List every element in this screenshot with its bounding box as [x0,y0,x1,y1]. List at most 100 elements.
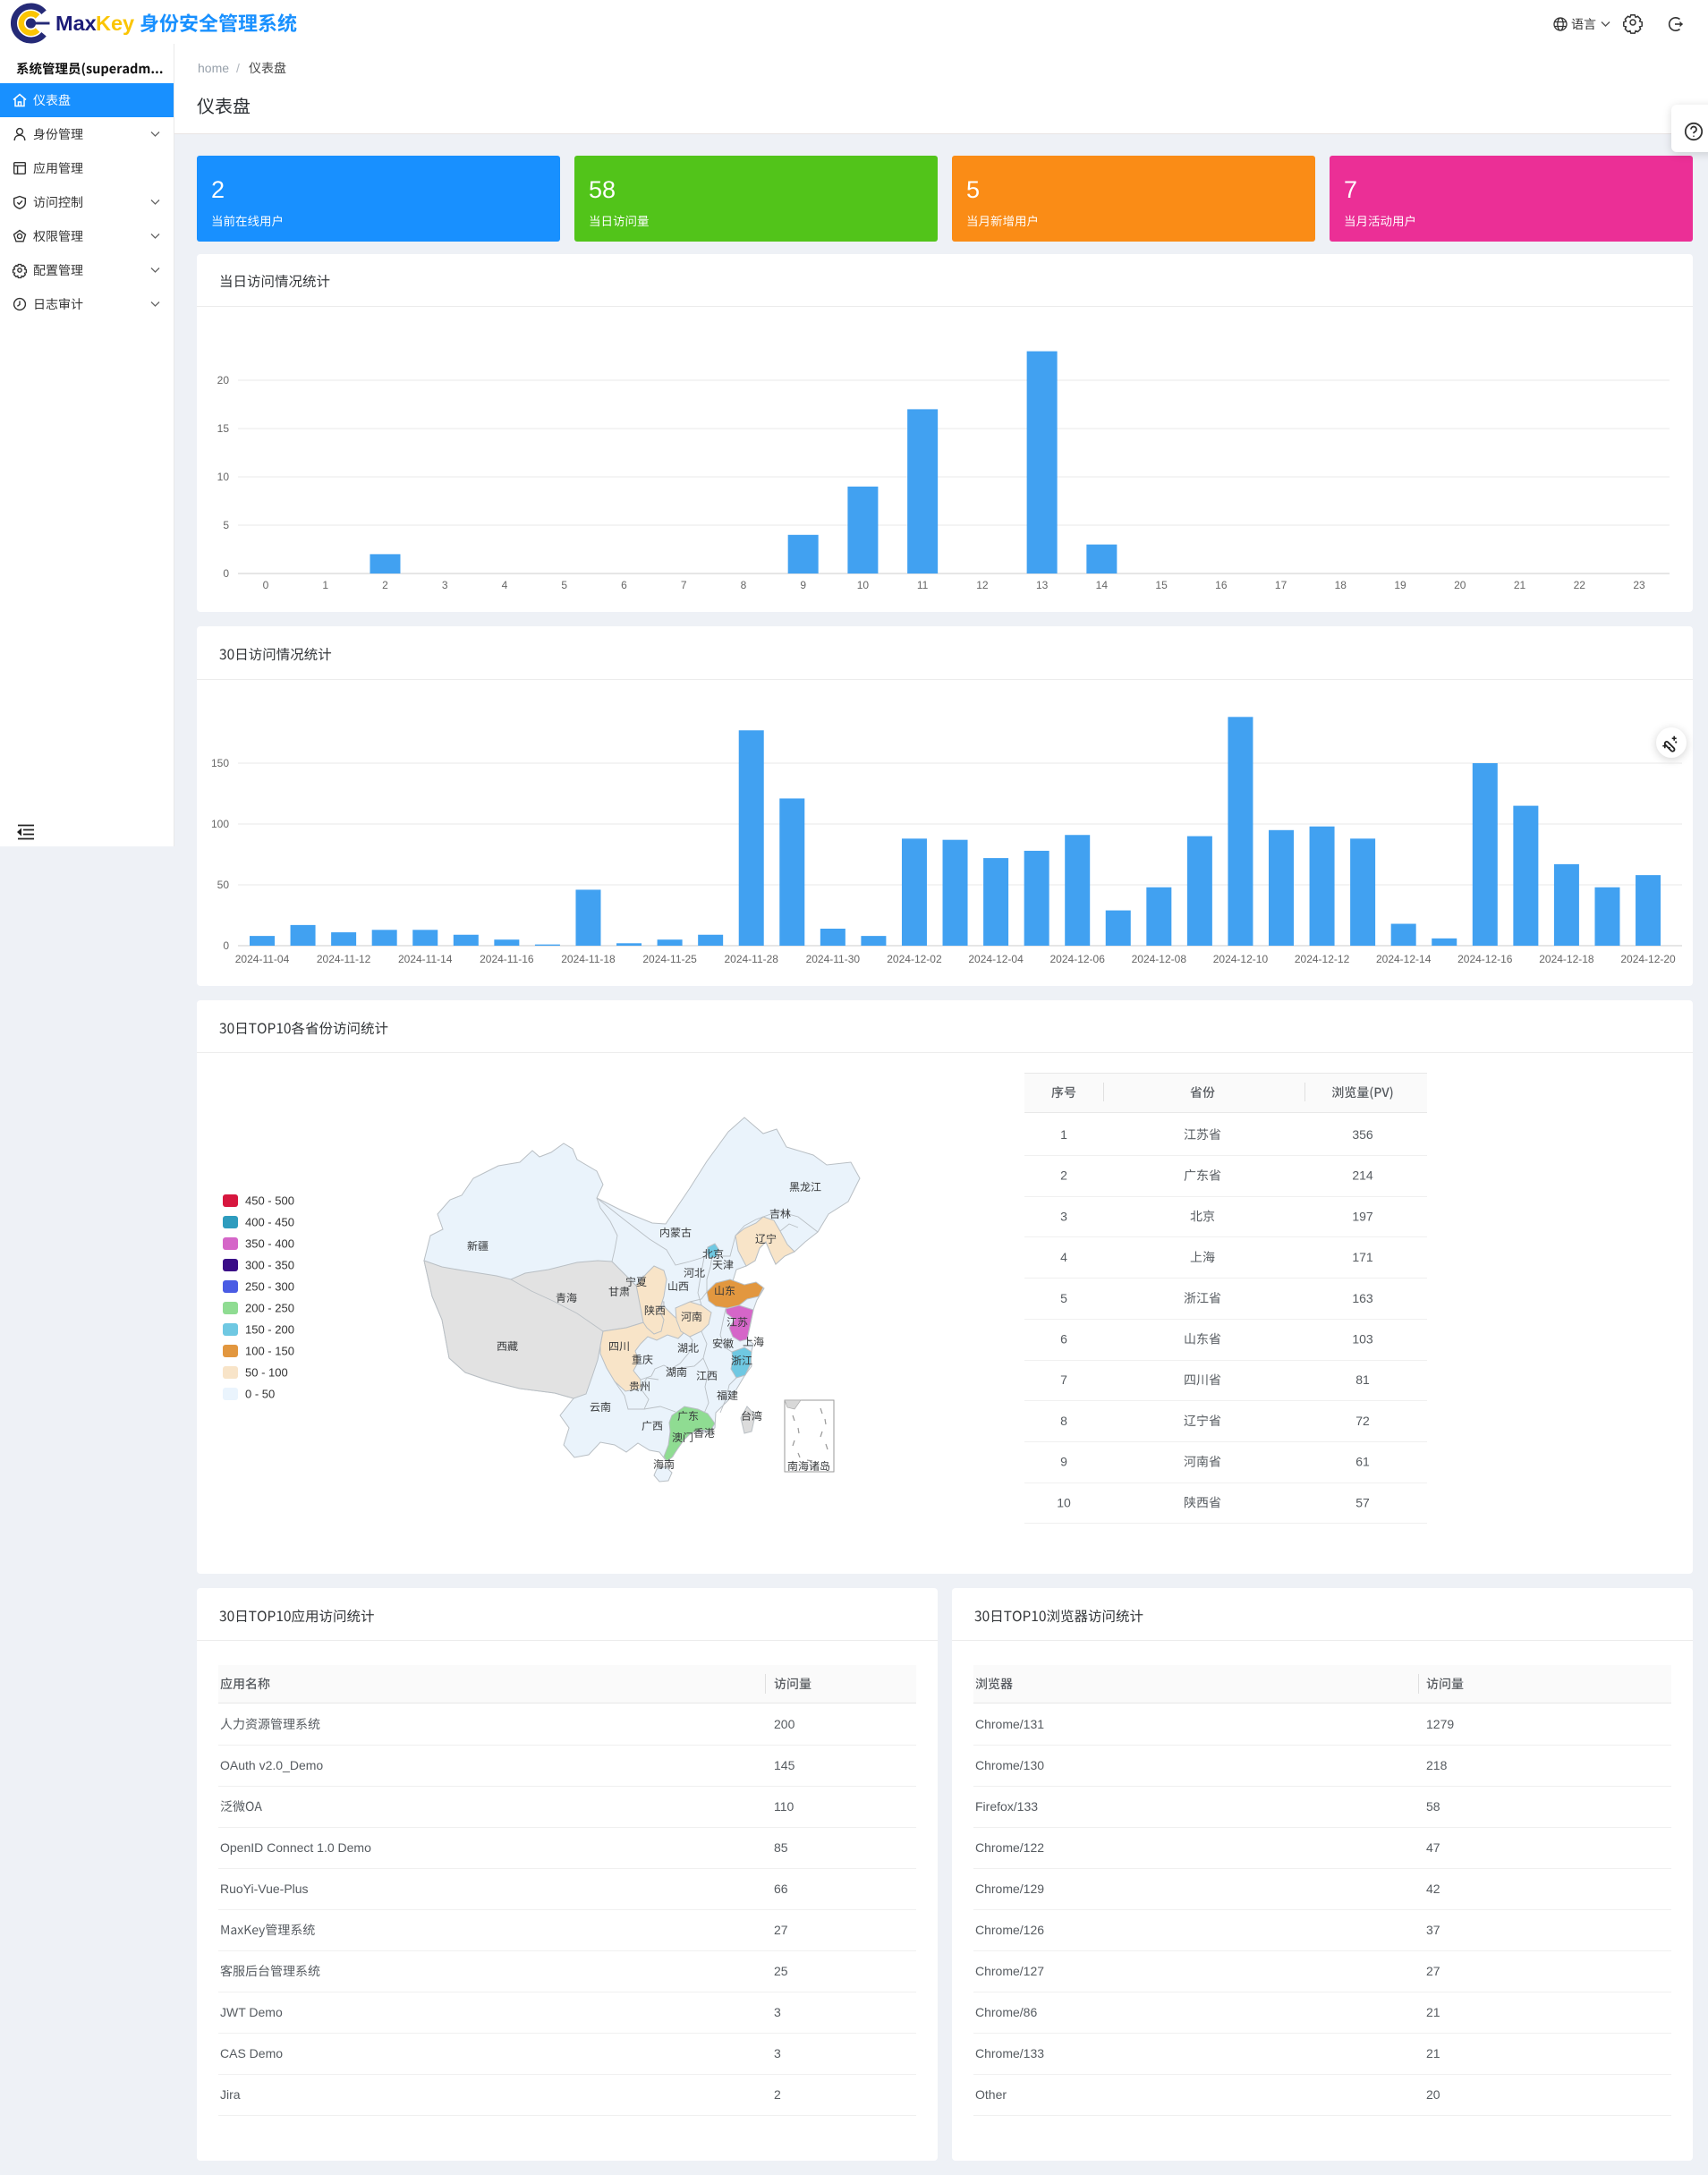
svg-text:100 - 150: 100 - 150 [245,1345,294,1358]
svg-text:2: 2 [774,2087,781,2102]
svg-text:15: 15 [1155,579,1168,591]
svg-text:66: 66 [774,1882,788,1896]
svg-text:OpenID Connect 1.0 Demo: OpenID Connect 1.0 Demo [220,1840,371,1855]
svg-text:Chrome/86: Chrome/86 [975,2005,1037,2019]
svg-text:CAS Demo: CAS Demo [220,2046,283,2060]
svg-text:Chrome/129: Chrome/129 [975,1882,1044,1896]
svg-text:21: 21 [1514,579,1526,591]
svg-text:/: / [236,61,240,75]
svg-text:3: 3 [774,2046,781,2060]
svg-text:2024-11-16: 2024-11-16 [480,953,534,965]
svg-text:23: 23 [1633,579,1645,591]
svg-text:8: 8 [741,579,747,591]
svg-text:12: 12 [976,579,989,591]
svg-text:22: 22 [1574,579,1586,591]
svg-text:8: 8 [1060,1414,1067,1428]
svg-text:4: 4 [1060,1250,1067,1264]
svg-text:3: 3 [442,579,448,591]
svg-text:145: 145 [774,1758,795,1772]
svg-text:2024-12-14: 2024-12-14 [1376,953,1432,965]
svg-text:2024-12-10: 2024-12-10 [1213,953,1269,965]
svg-text:300 - 350: 300 - 350 [245,1259,294,1272]
svg-text:Chrome/127: Chrome/127 [975,1964,1044,1978]
svg-text:Other: Other [975,2087,1007,2102]
svg-text:2024-11-30: 2024-11-30 [806,953,861,965]
svg-text:home: home [198,61,229,75]
svg-text:150: 150 [211,757,229,769]
svg-text:7: 7 [1060,1372,1067,1387]
svg-text:Chrome/126: Chrome/126 [975,1923,1044,1937]
svg-text:100: 100 [211,818,229,830]
svg-text:0: 0 [223,939,229,952]
svg-text:350 - 400: 350 - 400 [245,1237,294,1251]
svg-text:2024-12-16: 2024-12-16 [1457,953,1513,965]
svg-text:JWT Demo: JWT Demo [220,2005,283,2019]
svg-text:Chrome/131: Chrome/131 [975,1717,1044,1731]
svg-text:2024-12-18: 2024-12-18 [1539,953,1594,965]
svg-text:7: 7 [1344,176,1357,203]
svg-text:OAuth v2.0_Demo: OAuth v2.0_Demo [220,1758,323,1772]
svg-text:214: 214 [1352,1168,1373,1183]
svg-text:2024-12-08: 2024-12-08 [1132,953,1187,965]
svg-text:400 - 450: 400 - 450 [245,1216,294,1229]
svg-text:2024-11-12: 2024-11-12 [317,953,371,965]
svg-text:50: 50 [217,879,230,891]
svg-text:200 - 250: 200 - 250 [245,1302,294,1315]
svg-text:20: 20 [1426,2087,1440,2102]
svg-text:9: 9 [1060,1455,1067,1469]
svg-text:58: 58 [1426,1799,1440,1814]
svg-text:200: 200 [774,1717,795,1731]
svg-text:27: 27 [774,1923,788,1937]
svg-text:5: 5 [223,519,229,531]
svg-text:2: 2 [1060,1168,1067,1183]
svg-text:1: 1 [1060,1127,1067,1142]
svg-text:150 - 200: 150 - 200 [245,1323,294,1337]
svg-text:250 - 300: 250 - 300 [245,1280,294,1294]
svg-text:37: 37 [1426,1923,1440,1937]
svg-text:57: 57 [1355,1495,1370,1509]
svg-text:27: 27 [1426,1964,1440,1978]
svg-text:5: 5 [561,579,567,591]
svg-text:17: 17 [1275,579,1287,591]
svg-text:4: 4 [502,579,508,591]
svg-text:19: 19 [1394,579,1406,591]
svg-text:Key: Key [96,12,134,35]
svg-text:10: 10 [217,471,230,483]
svg-text:42: 42 [1426,1882,1440,1896]
svg-text:103: 103 [1352,1332,1373,1347]
svg-text:6: 6 [1060,1332,1067,1347]
svg-text:0: 0 [223,567,229,580]
svg-text:2: 2 [211,176,225,203]
svg-text:Chrome/130: Chrome/130 [975,1758,1044,1772]
svg-text:Max: Max [55,12,97,35]
svg-text:72: 72 [1355,1414,1370,1428]
svg-text:18: 18 [1335,579,1347,591]
svg-text:6: 6 [621,579,627,591]
svg-text:2024-12-20: 2024-12-20 [1620,953,1676,965]
svg-text:15: 15 [217,422,230,435]
svg-text:47: 47 [1426,1840,1440,1855]
svg-text:9: 9 [800,579,806,591]
svg-text:Firefox/133: Firefox/133 [975,1799,1038,1814]
svg-text:1: 1 [322,579,328,591]
svg-text:163: 163 [1352,1291,1373,1305]
svg-text:0 - 50: 0 - 50 [245,1388,275,1401]
svg-text:218: 218 [1426,1758,1448,1772]
svg-text:356: 356 [1352,1127,1373,1142]
svg-text:2024-12-02: 2024-12-02 [887,953,942,965]
svg-text:81: 81 [1355,1372,1370,1387]
svg-text:7: 7 [681,579,687,591]
svg-text:3: 3 [774,2005,781,2019]
svg-text:21: 21 [1426,2046,1440,2060]
svg-text:171: 171 [1352,1250,1373,1264]
svg-text:110: 110 [774,1799,795,1814]
svg-text:25: 25 [774,1964,788,1978]
svg-text:16: 16 [1215,579,1228,591]
svg-text:Jira: Jira [220,2087,241,2102]
svg-text:5: 5 [1060,1291,1067,1305]
svg-text:450 - 500: 450 - 500 [245,1194,294,1208]
svg-text:21: 21 [1426,2005,1440,2019]
svg-text:10: 10 [857,579,870,591]
svg-text:20: 20 [217,374,230,387]
svg-text:2024-11-28: 2024-11-28 [724,953,778,965]
